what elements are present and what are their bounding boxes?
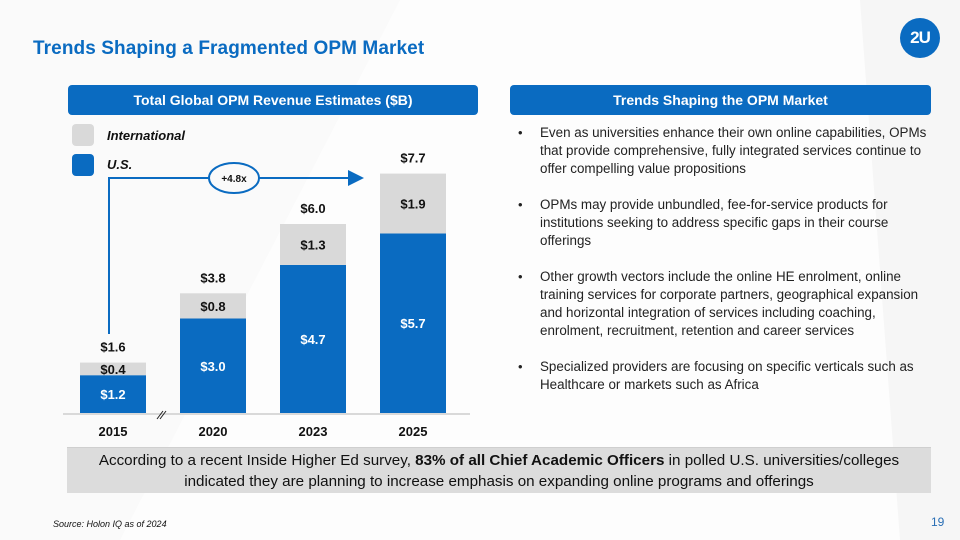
x-tick-label-2020: 2020 (199, 424, 228, 439)
bar-international-2025 (380, 173, 446, 234)
growth-badge (208, 162, 260, 194)
legend-swatch-international (72, 124, 94, 146)
bar-label-international-2015: $0.4 (100, 362, 126, 377)
trend-bullet: Specialized providers are focusing on sp… (518, 358, 928, 394)
growth-annotation: +4.8x (108, 162, 364, 334)
chart-panel-header: Total Global OPM Revenue Estimates ($B) (68, 85, 478, 115)
trend-bullet: Other growth vectors include the online … (518, 268, 928, 340)
bar-total-label-2023: $6.0 (300, 201, 325, 216)
bar-label-us-2025: $5.7 (400, 316, 425, 331)
trend-bullet: OPMs may provide unbundled, fee-for-serv… (518, 196, 928, 250)
trend-bullet: Even as universities enhance their own o… (518, 124, 928, 178)
growth-badge-label: +4.8x (221, 174, 247, 185)
bar-international-2020 (180, 293, 246, 319)
callout-highlight: 83% of all Chief Academic Officers (415, 451, 665, 469)
page-number: 19 (931, 515, 945, 529)
bar-total-label-2025: $7.7 (400, 151, 425, 166)
bar-international-2023 (280, 224, 346, 265)
bar-label-international-2025: $1.9 (400, 197, 425, 212)
x-tick-label-2023: 2023 (299, 424, 328, 439)
bar-us-2020 (180, 318, 246, 413)
x-tick-label-2015: 2015 (99, 424, 128, 439)
bar-label-international-2023: $1.3 (300, 237, 325, 252)
legend-swatch-us (72, 154, 94, 176)
trends-panel-header: Trends Shaping the OPM Market (510, 85, 931, 115)
legend-label-us: U.S. (107, 157, 133, 172)
callout-prefix: According to a recent Inside Higher Ed s… (98, 451, 416, 469)
bar-label-us-2023: $4.7 (300, 332, 325, 347)
legend-label-international: International (107, 128, 186, 143)
bar-label-international-2020: $0.8 (200, 299, 225, 314)
axis-break-marker (156, 410, 167, 420)
slide-title: Trends Shaping a Fragmented OPM Market (33, 38, 425, 59)
survey-callout: According to a recent Inside Higher Ed s… (67, 447, 931, 493)
growth-arrow (108, 170, 364, 334)
2u-logo: 2U (900, 18, 940, 58)
bar-label-us-2020: $3.0 (200, 359, 225, 374)
bar-international-2015 (80, 362, 146, 376)
x-tick-label-2025: 2025 (399, 424, 428, 439)
trends-bullet-list: Even as universities enhance their own o… (518, 124, 928, 412)
source-note: Source: Holon IQ as of 2024 (53, 519, 167, 529)
bar-total-label-2020: $3.8 (200, 270, 225, 285)
bar-us-2025 (380, 233, 446, 413)
bar-us-2015 (80, 375, 146, 413)
bar-label-us-2015: $1.2 (100, 387, 125, 402)
bar-us-2023 (280, 264, 346, 413)
bar-total-label-2015: $1.6 (100, 340, 125, 355)
callout-suffix: in polled U.S. universities/colleges ind… (184, 451, 900, 490)
